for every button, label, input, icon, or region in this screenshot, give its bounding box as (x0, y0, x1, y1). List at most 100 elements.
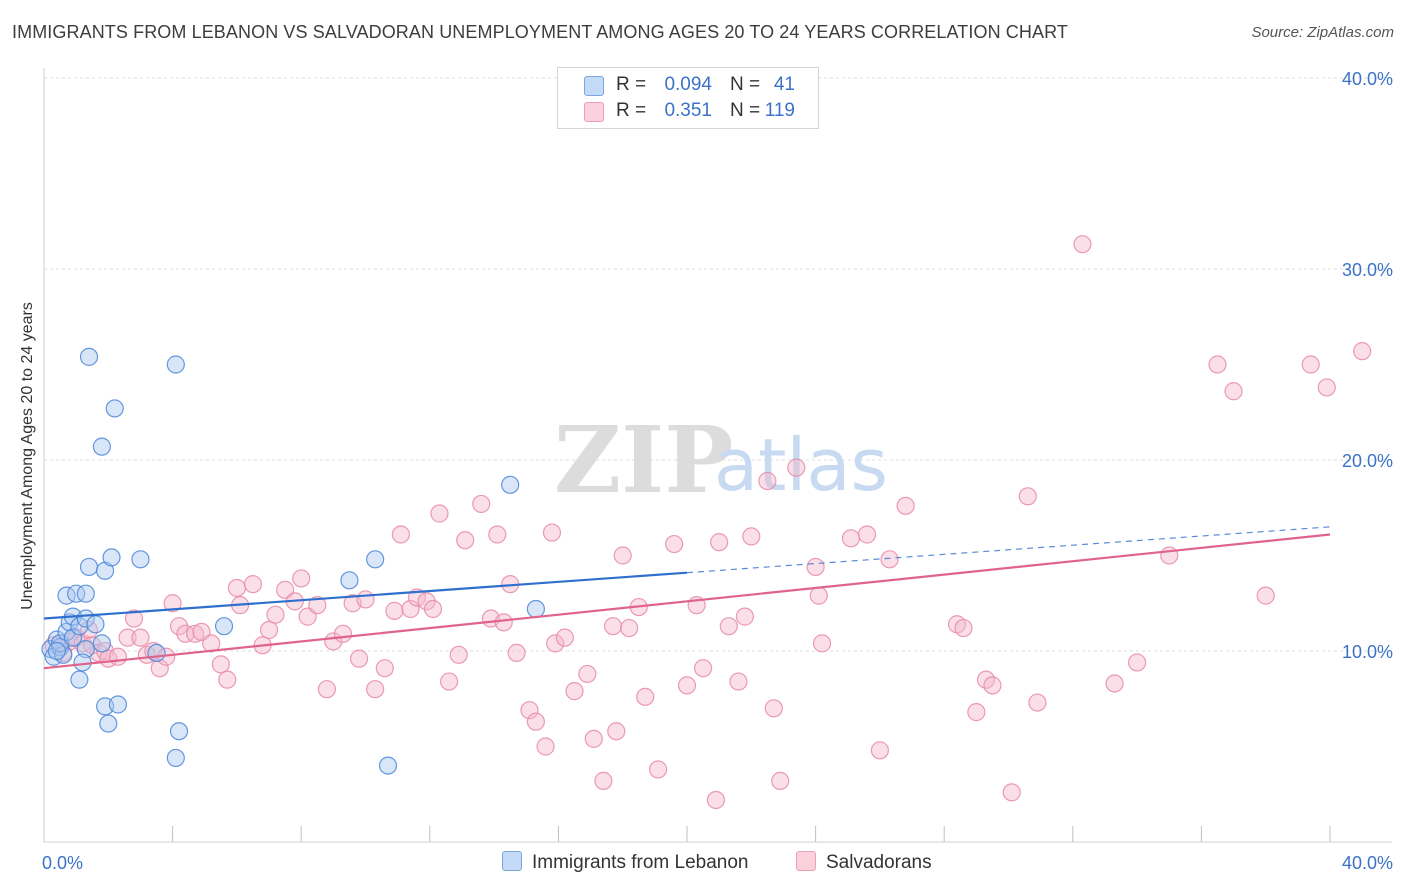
salvadoran-point (706, 790, 726, 810)
salvadoran-point (401, 599, 420, 619)
legend-item-salvadorans[interactable]: Salvadorans (796, 851, 932, 874)
salvadoran-point (603, 617, 623, 636)
salvadoran-point (584, 729, 603, 748)
salvadoran-point (636, 687, 655, 706)
salvadoran-point (1105, 674, 1124, 693)
lebanon-point (214, 617, 234, 636)
salvadoran-point (266, 605, 285, 624)
stats-legend: R = 0.094 N = 41 R = 0.351 N = 119 (557, 67, 819, 129)
salvadoran-point (809, 586, 828, 605)
watermark: ZIP atlas (554, 406, 888, 514)
salvadoran-point (719, 617, 738, 636)
salvadoran-point (735, 607, 754, 626)
legend-label-lebanon: Immigrants from Lebanon (532, 852, 749, 873)
salvadoran-point (870, 741, 890, 760)
salvadoran-point (211, 655, 230, 674)
salvadorans-legend-swatch (796, 851, 816, 871)
salvadoran-point (439, 672, 459, 691)
salvadoran-point (594, 771, 613, 790)
lebanon-point (108, 695, 128, 714)
salvadoran-point (620, 618, 639, 638)
watermark-zip: ZIP (554, 406, 733, 514)
salvadoran-point (150, 659, 169, 678)
source-credit: Source: ZipAtlas.com (1251, 24, 1394, 41)
lebanon-point (79, 557, 99, 577)
salvadoran-point (456, 531, 475, 550)
grid-lines (44, 77, 1392, 652)
lebanon-point (105, 399, 124, 418)
salvadoran-point (507, 643, 526, 663)
salvadoran-point (1301, 355, 1320, 374)
y-axis-label: Unemployment Among Ages 20 to 24 years (19, 302, 36, 610)
x-tick-label: 40.0% (1342, 853, 1393, 873)
salvadoran-point (1028, 693, 1047, 712)
salvadoran-point (1002, 783, 1021, 802)
salvadoran-point (1353, 342, 1372, 361)
salvadoran-point (430, 504, 449, 523)
y-tick-label: 20.0% (1342, 451, 1393, 471)
lebanon-point (340, 571, 359, 590)
salvadoran-point (488, 525, 507, 544)
salvadoran-point (169, 617, 189, 636)
y-tick-labels: 10.0% 20.0% 30.0% 40.0% (1342, 69, 1393, 662)
salvadoran-point (1224, 382, 1243, 401)
salvadoran-point (983, 676, 1002, 695)
salvadoran-point (218, 670, 237, 689)
salvadoran-point (771, 771, 790, 790)
salvadoran-point (710, 533, 729, 552)
salvadoran-point (317, 680, 337, 699)
lebanon-point (526, 599, 545, 619)
y-tick-label: 10.0% (1342, 642, 1393, 662)
lebanon-point (67, 584, 86, 603)
lebanon-point (76, 639, 95, 659)
salvadoran-point (1256, 586, 1275, 605)
lebanon-point (63, 628, 83, 647)
salvadorans-swatch (584, 102, 604, 122)
lebanon-point (501, 475, 520, 494)
salvadoran-point (1127, 653, 1147, 672)
chart-title: IMMIGRANTS FROM LEBANON VS SALVADORAN UN… (12, 22, 1068, 42)
salvadoran-point (356, 590, 375, 609)
salvadoran-point (124, 609, 144, 628)
salvadoran-point (375, 659, 394, 678)
salvadoran-point (648, 760, 668, 779)
lebanon-swatch (584, 76, 604, 96)
salvadoran-point (243, 575, 263, 594)
salvadoran-point (742, 527, 761, 546)
y-tick-label: 30.0% (1342, 260, 1393, 280)
r-label: R = (616, 100, 647, 121)
salvadoran-point (841, 529, 861, 548)
trend-lines (43, 526, 1331, 670)
salvadoran-point (607, 722, 626, 741)
lebanon-trend-line (43, 571, 688, 620)
salvadoran-point (227, 578, 246, 598)
salvadoran-point (693, 659, 713, 678)
lebanon-point (70, 670, 89, 689)
lebanon-point (47, 641, 66, 661)
salvadoran-point (1073, 235, 1092, 254)
y-tick-label: 40.0% (1342, 69, 1393, 89)
salvadoran-point (349, 649, 369, 668)
lebanon-point (131, 550, 150, 569)
salvadoran-point (131, 628, 150, 647)
watermark-atlas: atlas (714, 423, 888, 507)
lebanon-point (166, 748, 185, 768)
salvadoran-point (565, 682, 584, 701)
r-value: 0.094 (664, 74, 712, 95)
salvadoran-point (967, 703, 986, 722)
salvadoran-point (423, 599, 443, 619)
n-value: 119 (764, 100, 795, 121)
x-tick-labels: 0.0% 40.0% (42, 853, 1393, 873)
salvadoran-point (857, 525, 877, 544)
salvadoran-point (520, 701, 539, 720)
salvadoran-point (578, 664, 597, 684)
lebanon-point (147, 643, 166, 663)
salvadoran-point (366, 680, 385, 699)
salvadoran-point (546, 634, 565, 653)
salvadoran-point (1018, 487, 1037, 506)
lebanon-point (92, 437, 111, 456)
salvadoran-point (292, 569, 311, 588)
lebanon-point (76, 584, 95, 603)
x-tick-label: 0.0% (42, 853, 83, 873)
legend-item-lebanon[interactable]: Immigrants from Lebanon (502, 851, 749, 874)
